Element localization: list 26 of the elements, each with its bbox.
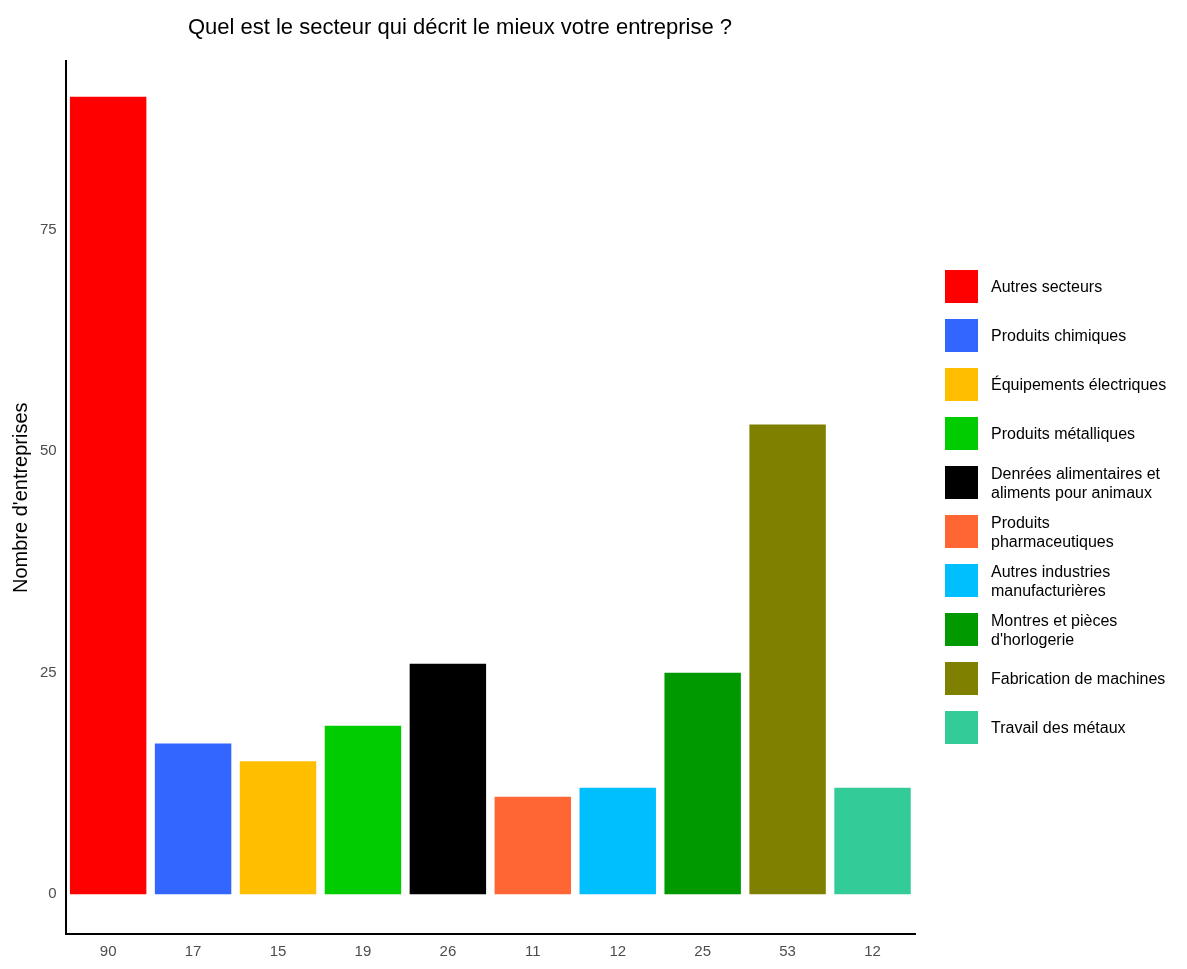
legend-label: Fabrication de machines [991, 669, 1167, 688]
x-tick-label: 19 [354, 942, 372, 960]
legend-label: Autres secteurs [991, 277, 1104, 296]
x-tick-label: 12 [609, 942, 627, 960]
x-tick-label: 17 [184, 942, 202, 960]
y-axis-title: Nombre d'entreprises [8, 402, 31, 593]
legend-label: Équipements électriques [991, 375, 1168, 394]
legend-label: Travail des métaux [991, 718, 1127, 737]
x-tick-label: 26 [439, 942, 457, 960]
legend-label: Denrées alimentaires et aliments pour animaux [991, 463, 1161, 502]
x-tick-label: 11 [525, 942, 541, 960]
y-tick-label: 25 [40, 662, 57, 680]
legend-label: Montres et pièces d'horlogerie [991, 610, 1119, 649]
x-tick-label: 15 [269, 942, 287, 960]
y-tick-label: 0 [48, 884, 57, 902]
y-tick-label: 50 [40, 441, 57, 459]
legend-label: Produits métalliques [991, 424, 1137, 443]
legend-label: Produits chimiques [991, 326, 1128, 345]
x-tick-label: 90 [99, 942, 117, 960]
legend-label: Autres industries manufacturières [991, 561, 1112, 600]
x-tick-label: 25 [694, 942, 712, 960]
x-tick-label: 53 [779, 942, 796, 960]
y-tick-label: 75 [40, 219, 57, 237]
legend-label: Produits pharmaceutiques [991, 512, 1115, 551]
x-tick-label: 12 [864, 942, 881, 960]
chart-title: Quel est le secteur qui décrit le mieux votre entreprise ? [187, 14, 733, 40]
